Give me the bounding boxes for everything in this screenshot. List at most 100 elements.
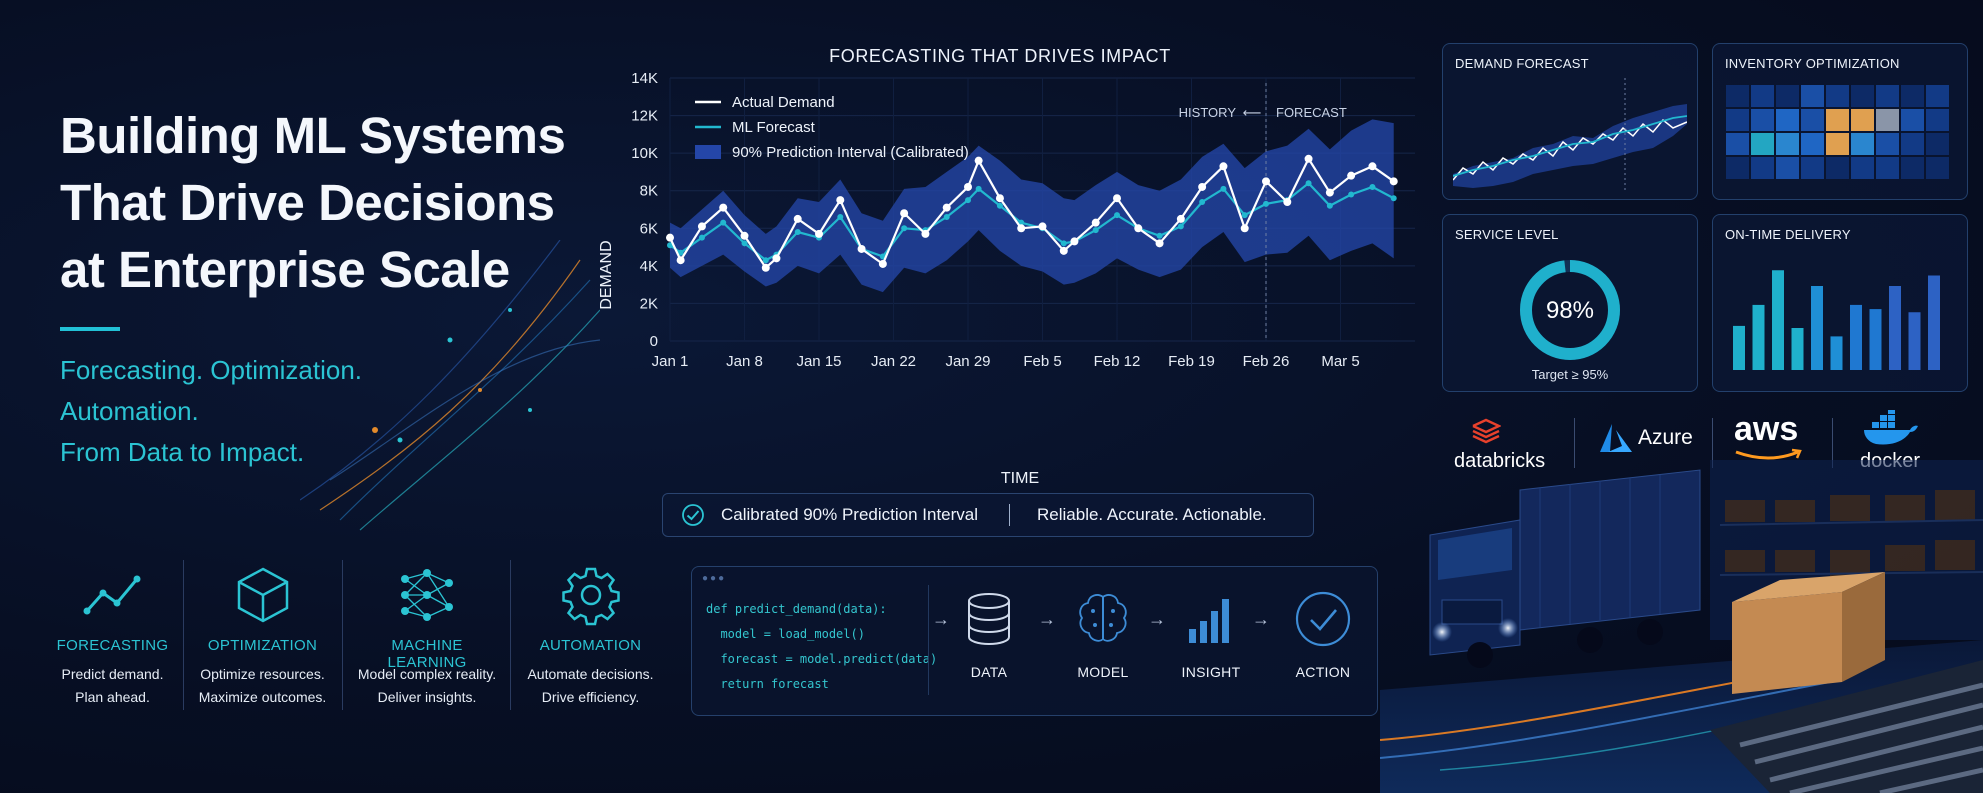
actual-point	[1198, 182, 1207, 191]
forecast-label: FORECAST	[1276, 105, 1347, 120]
delivery-bar	[1830, 336, 1843, 370]
arrow-right-icon: →	[1038, 609, 1056, 629]
prediction-interval-area	[670, 119, 1394, 293]
pillar-line: Optimize resources.	[200, 666, 325, 682]
heatmap-cell	[1876, 133, 1899, 155]
forecast-point	[1305, 180, 1312, 187]
hero-subtitle: Forecasting. Optimization. Automation. F…	[60, 350, 362, 473]
ml-pipeline-card: ●●● def predict_demand(data): model = lo…	[691, 566, 1378, 716]
actual-point	[1176, 214, 1185, 223]
card-title: SERVICE LEVEL	[1455, 227, 1559, 242]
pillar-line: Predict demand.	[61, 666, 164, 682]
actual-point	[1059, 246, 1068, 255]
pillar-title: OPTIMIZATION	[207, 637, 318, 654]
forecast-point	[698, 234, 705, 241]
cardboard-box	[1732, 572, 1885, 694]
heatmap-cell	[1901, 157, 1924, 179]
actual-point	[921, 229, 930, 238]
x-tick-label: Feb 19	[1168, 353, 1215, 370]
actual-point	[1262, 177, 1270, 186]
hero-subtitle-line: Automation.	[60, 396, 199, 426]
logo-name: Azure	[1638, 426, 1693, 449]
hero-accent-rule	[60, 327, 120, 331]
x-tick-label: Feb 26	[1243, 353, 1290, 370]
actual-point	[1038, 222, 1047, 231]
forecast-point	[1263, 200, 1269, 207]
chart-title: FORECASTING THAT DRIVES IMPACT	[829, 46, 1171, 66]
hero-subtitle-line: Forecasting. Optimization.	[60, 355, 363, 385]
databricks-logo: databricks	[1446, 410, 1561, 480]
forecast-point	[794, 229, 801, 236]
forecast-point	[1199, 198, 1206, 205]
heatmap-cell	[1926, 109, 1949, 131]
x-axis-label: TIME	[1001, 470, 1039, 487]
legend-interval-swatch	[695, 145, 721, 159]
card-title: DEMAND FORECAST	[1455, 56, 1589, 71]
pillar-divider	[342, 560, 343, 710]
pillar-divider	[510, 560, 511, 710]
y-tick-label: 14K	[631, 70, 658, 87]
forecast-point	[1390, 195, 1397, 202]
pillar-line: Model complex reality.	[357, 666, 497, 682]
code-line: forecast = model.predict(data)	[706, 652, 938, 666]
arrow-right-icon: →	[932, 609, 950, 629]
heatmap-cell	[1826, 109, 1849, 131]
conveyor	[1710, 660, 1983, 793]
heatmap-cell	[1826, 85, 1849, 107]
heatmap-cell	[1876, 109, 1899, 131]
service-level-card: SERVICE LEVEL 98% Target ≥ 95%	[1442, 214, 1698, 392]
delivery-bar	[1908, 312, 1921, 370]
heatmap-cell	[1826, 157, 1849, 179]
database-icon	[968, 593, 1010, 646]
bar-chart-icon	[1189, 599, 1229, 643]
check-circle-icon	[1295, 591, 1351, 647]
actual-point	[1134, 224, 1143, 233]
actual-point	[1113, 194, 1121, 203]
left-arrow-icon: ⟵	[1243, 106, 1262, 121]
pillar-line: Drive efficiency.	[541, 689, 640, 705]
forecast-point	[901, 225, 908, 232]
heatmap-cell	[1876, 157, 1899, 179]
heatmap-cell	[1901, 85, 1924, 107]
forecast-point	[677, 249, 684, 256]
forecast-point	[1114, 212, 1120, 219]
actual-point	[1325, 188, 1334, 197]
actual-point	[666, 233, 674, 242]
pipeline-step-data: DATA	[944, 589, 1034, 680]
on-time-delivery-bars	[1733, 270, 1940, 370]
y-tick-label: 12K	[631, 108, 658, 125]
window-dots: ●●●	[702, 573, 727, 584]
actual-point	[719, 203, 728, 212]
x-tick-label: Jan 1	[652, 353, 689, 370]
chart-axes: 0 2K 4K 6K 8K 10K 12K 14K Jan 1 Jan 8 Jan 15 Jan 22…	[631, 70, 1359, 370]
actual-point	[815, 229, 823, 238]
forecast-point	[1092, 227, 1099, 234]
actual-point	[1283, 197, 1292, 206]
heatmap-cell	[1901, 109, 1924, 131]
forecast-point	[965, 197, 971, 204]
azure-logo: Azure	[1594, 410, 1704, 480]
pipeline-divider	[928, 585, 929, 695]
y-tick-label: 10K	[631, 145, 658, 162]
forecast-point	[1241, 212, 1248, 219]
forecast-point	[1060, 240, 1067, 247]
actual-point	[761, 263, 770, 272]
pipeline-step-label: INSIGHT	[1181, 664, 1241, 680]
x-tick-label: Mar 5	[1321, 353, 1359, 370]
pillar-automation: AUTOMATION Automate decisions. Drive eff…	[518, 555, 663, 725]
logo-divider	[1832, 418, 1833, 468]
pillar-forecasting: FORECASTING Predict demand. Plan ahead.	[40, 555, 185, 725]
prediction-interval-band	[670, 119, 1394, 293]
forecast-point	[720, 219, 727, 226]
demand-forecast-card: DEMAND FORECAST	[1442, 43, 1698, 200]
actual-point	[1240, 224, 1249, 233]
arrow-right-icon: →	[1148, 609, 1166, 629]
heatmap-cell	[1776, 157, 1799, 179]
service-level-value: 98%	[1546, 297, 1594, 324]
actual-point	[772, 254, 781, 263]
actual-point	[1219, 162, 1228, 171]
forecast-point	[943, 214, 950, 221]
pillar-line: Deliver insights.	[377, 689, 477, 705]
badge-divider	[1009, 504, 1010, 526]
heatmap-cell	[1751, 85, 1774, 107]
